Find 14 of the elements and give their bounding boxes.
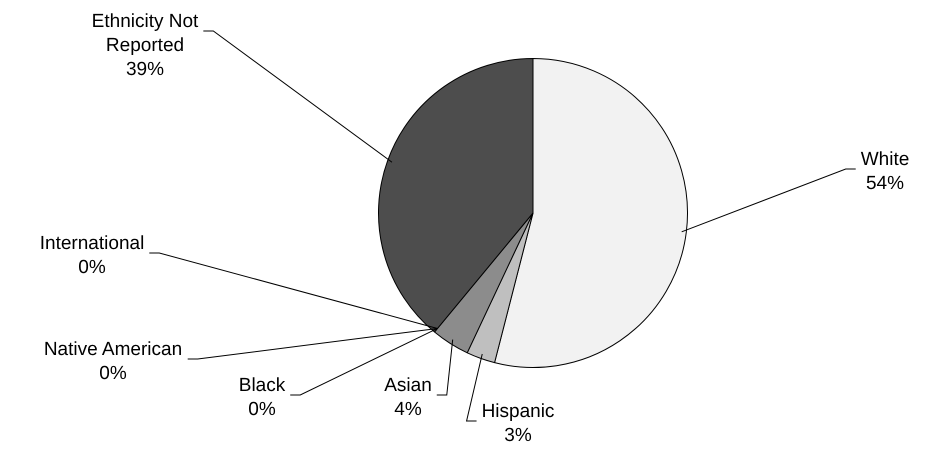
text: 0% [248, 399, 276, 420]
slice-label: Asian [384, 375, 432, 396]
category-label: Black [238, 375, 286, 396]
slice-label: Hispanic [482, 401, 554, 422]
text: 0% [99, 363, 127, 384]
category-label: Native American [44, 339, 182, 360]
slice-label: White [860, 149, 910, 170]
data-label: 54% [866, 173, 904, 194]
category-label: International [40, 233, 144, 254]
data-label: 4% [394, 399, 422, 420]
slice-label: Ethnicity Not Reported [92, 11, 200, 56]
text: 0% [78, 257, 106, 278]
data-label: 3% [504, 425, 532, 446]
data-label: 39% [126, 59, 164, 80]
